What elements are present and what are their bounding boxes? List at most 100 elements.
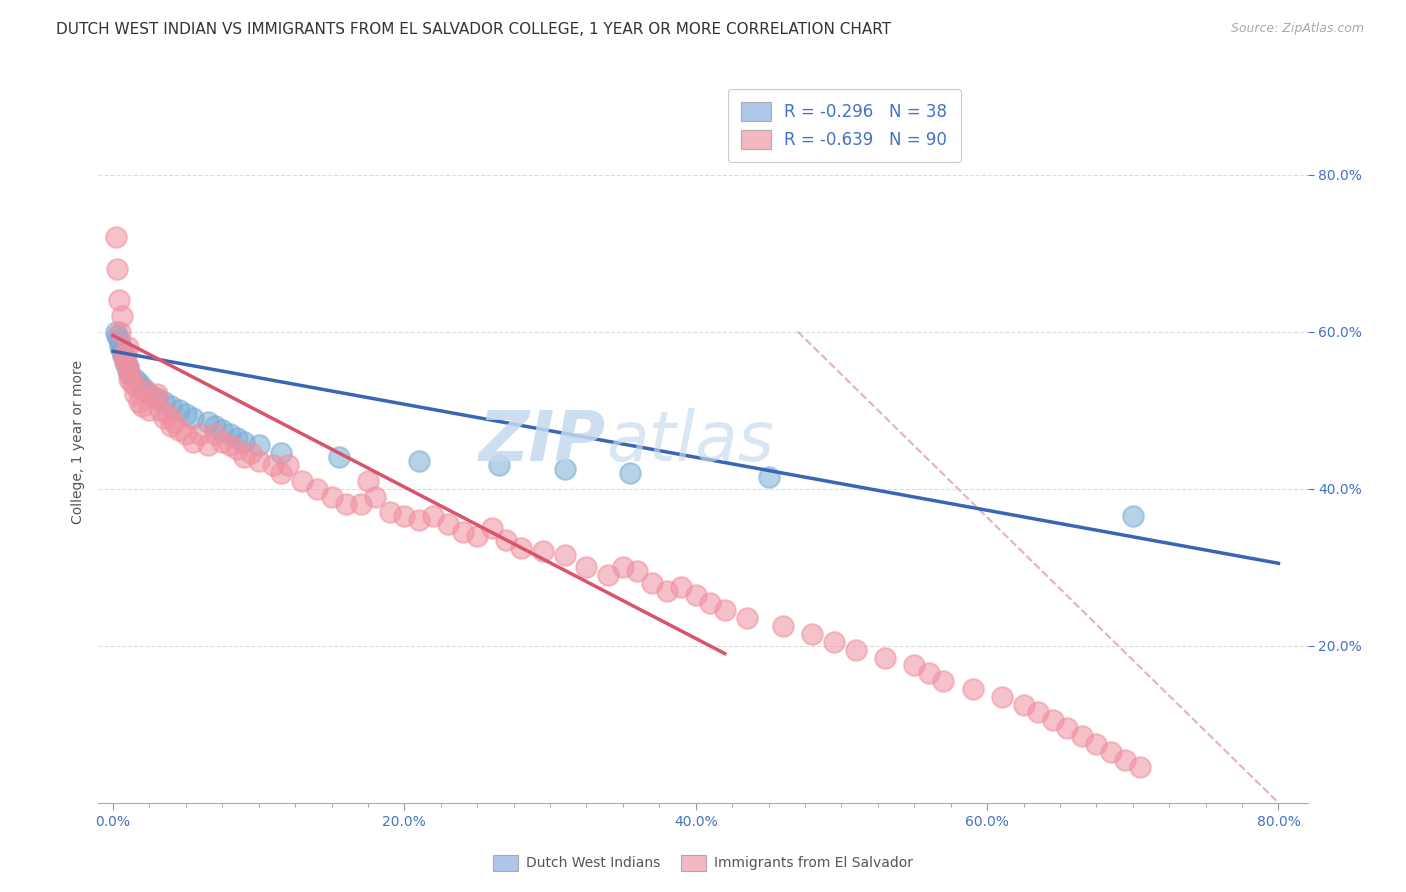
Point — [115, 356, 138, 370]
Point — [626, 564, 648, 578]
Point — [918, 666, 941, 681]
Point — [112, 348, 135, 362]
Point — [160, 418, 183, 433]
Text: ZIP: ZIP — [479, 408, 606, 475]
Point — [233, 450, 256, 465]
Point — [408, 454, 430, 468]
Point — [1099, 745, 1122, 759]
Point — [378, 505, 401, 519]
Point — [117, 359, 139, 374]
Point — [174, 407, 197, 421]
Point — [174, 426, 197, 441]
Point — [124, 372, 146, 386]
Point — [218, 426, 240, 441]
Text: DUTCH WEST INDIAN VS IMMIGRANTS FROM EL SALVADOR COLLEGE, 1 YEAR OR MORE CORRELA: DUTCH WEST INDIAN VS IMMIGRANTS FROM EL … — [56, 22, 891, 37]
Point — [108, 333, 131, 347]
Point — [117, 340, 139, 354]
Point — [699, 595, 721, 609]
Point — [619, 466, 641, 480]
Point — [131, 399, 153, 413]
Point — [291, 474, 314, 488]
Point — [465, 529, 488, 543]
Point — [1114, 753, 1136, 767]
Point — [118, 372, 141, 386]
Y-axis label: College, 1 year or more: College, 1 year or more — [70, 359, 84, 524]
Point — [1042, 714, 1064, 728]
Point — [167, 423, 190, 437]
Point — [1070, 729, 1092, 743]
Point — [823, 635, 845, 649]
Text: atlas: atlas — [606, 408, 775, 475]
Text: Source: ZipAtlas.com: Source: ZipAtlas.com — [1230, 22, 1364, 36]
Point — [197, 438, 219, 452]
Point — [247, 438, 270, 452]
Point — [204, 418, 226, 433]
Point — [181, 411, 204, 425]
Point — [801, 627, 824, 641]
Point — [1026, 706, 1049, 720]
Point — [211, 423, 233, 437]
Point — [262, 458, 284, 472]
Point — [714, 603, 737, 617]
Point — [845, 642, 868, 657]
Point — [962, 681, 984, 696]
Point — [277, 458, 299, 472]
Point — [160, 399, 183, 413]
Point — [612, 560, 634, 574]
Point — [117, 359, 139, 374]
Point — [408, 513, 430, 527]
Point — [481, 521, 503, 535]
Point — [104, 230, 127, 244]
Point — [108, 293, 131, 308]
Point — [1085, 737, 1108, 751]
Point — [903, 658, 925, 673]
Point — [225, 442, 247, 457]
Legend: Dutch West Indians, Immigrants from El Salvador: Dutch West Indians, Immigrants from El S… — [486, 849, 920, 876]
Point — [134, 384, 156, 398]
Point — [115, 348, 138, 362]
Point — [735, 611, 758, 625]
Point — [1122, 509, 1144, 524]
Point — [111, 344, 134, 359]
Point — [157, 407, 180, 421]
Point — [114, 352, 136, 367]
Point — [145, 392, 167, 406]
Point — [142, 392, 165, 406]
Point — [488, 458, 510, 472]
Point — [270, 466, 292, 480]
Point — [451, 524, 474, 539]
Point — [655, 583, 678, 598]
Point — [117, 364, 139, 378]
Point — [110, 325, 132, 339]
Point — [218, 438, 240, 452]
Point — [1056, 721, 1078, 735]
Point — [105, 328, 128, 343]
Point — [110, 336, 132, 351]
Point — [121, 376, 143, 390]
Point — [875, 650, 897, 665]
Point — [134, 384, 156, 398]
Point — [1129, 760, 1152, 774]
Point — [128, 395, 150, 409]
Point — [554, 462, 576, 476]
Point — [350, 497, 373, 511]
Point — [575, 560, 598, 574]
Point — [758, 470, 780, 484]
Point — [138, 387, 160, 401]
Point — [125, 379, 148, 393]
Point — [233, 434, 256, 449]
Point — [990, 690, 1012, 704]
Point — [128, 376, 150, 390]
Point — [190, 426, 212, 441]
Point — [149, 403, 172, 417]
Point — [531, 544, 554, 558]
Point — [145, 387, 167, 401]
Point — [105, 261, 128, 276]
Point — [247, 454, 270, 468]
Point — [422, 509, 444, 524]
Point — [153, 411, 176, 425]
Point — [437, 516, 460, 531]
Point — [932, 674, 955, 689]
Legend: R = -0.296   N = 38, R = -0.639   N = 90: R = -0.296 N = 38, R = -0.639 N = 90 — [728, 88, 960, 162]
Point — [509, 541, 531, 555]
